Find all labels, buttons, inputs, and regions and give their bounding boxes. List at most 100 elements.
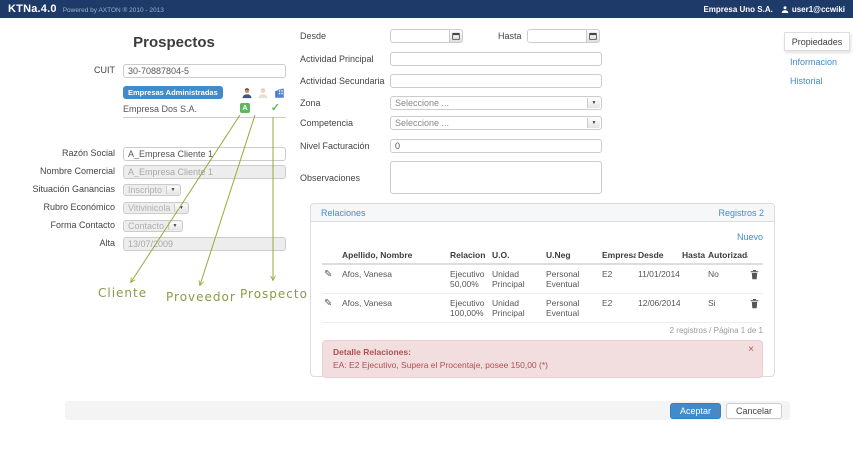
col-relacion: Relacion (448, 247, 490, 265)
top-bar: KTNa.4.0 Powered by AXTON ® 2010 - 2013 … (0, 0, 853, 18)
app-brand: KTNa.4.0 (8, 3, 57, 15)
alert-message: EA: E2 Ejecutivo, Supera el Procentaje, … (333, 359, 548, 370)
col-delete (748, 247, 763, 265)
cliente-person-icon[interactable] (241, 87, 253, 99)
empresas-administradas-block: Empresas Administradas Empresa Dos S.A. … (123, 86, 286, 118)
desde-hasta-row: Desde Hasta (300, 29, 602, 43)
detalle-relaciones-alert: Detalle Relaciones: EA: E2 Ejecutivo, Su… (322, 340, 763, 378)
cancelar-button[interactable]: Cancelar (725, 402, 782, 419)
user-menu[interactable]: user1@ccwiki (781, 5, 845, 14)
nombre-comercial-input (123, 165, 286, 179)
annotation-cliente: Cliente (98, 286, 148, 300)
chevron-down-icon: ▼ (166, 186, 180, 194)
observaciones-row: Observaciones (300, 161, 602, 194)
situacion-ganancias-label: Situación Ganancias (32, 184, 115, 194)
empresa-name: Empresa Dos S.A. (123, 104, 198, 114)
tab-historial[interactable]: Historial (790, 76, 823, 86)
edit-icon[interactable]: ✎ (324, 298, 333, 309)
prospecto-building-icon[interactable] (273, 87, 286, 99)
pagination-status: 2 registros / Página 1 de 1 (669, 326, 763, 335)
situacion-ganancias-row: Situación Ganancias Inscripto ▼ (8, 180, 286, 198)
page-title: Prospectos (133, 34, 215, 51)
chevron-down-icon: ▼ (587, 118, 600, 128)
zona-select[interactable]: Seleccione ... ▼ (390, 96, 602, 110)
relaciones-title-link[interactable]: Relaciones (321, 207, 366, 218)
delete-icon[interactable] (750, 269, 759, 283)
registros-count: Registros 2 (718, 207, 764, 218)
table-row: ✎ Afos, Vanesa Ejecutivo 50,00% Unidad Pr… (322, 264, 763, 294)
chevron-down-icon: ▼ (168, 222, 182, 230)
cell-empresa: E2 (600, 293, 636, 323)
calendar-icon (452, 32, 460, 40)
cell-uneg: Personal Eventual (544, 264, 600, 294)
observaciones-textarea[interactable] (390, 161, 602, 194)
table-header-row: Apellido, Nombre Relacion U.O. U.Neg Emp… (322, 247, 763, 265)
relaciones-panel-header: Relaciones Registros 2 (311, 204, 774, 222)
cell-autorizada: No (706, 264, 748, 294)
competencia-label: Competencia (300, 118, 354, 128)
desde-input[interactable] (390, 29, 450, 43)
empresas-administradas-badge: Empresas Administradas (123, 86, 223, 99)
rubro-economico-row: Rubro Económico Vitivinicola ▼ (8, 198, 286, 216)
tab-propiedades[interactable]: Propiedades (784, 32, 850, 51)
situacion-ganancias-select: Inscripto ▼ (123, 184, 182, 196)
chevron-down-icon: ▼ (587, 98, 600, 108)
nivel-facturacion-row: Nivel Facturación (300, 139, 602, 153)
cuit-row: CUIT (8, 61, 286, 79)
col-empresa: Empresa (600, 247, 636, 265)
forma-contacto-label: Forma Contacto (50, 220, 115, 230)
nuevo-link[interactable]: Nuevo (736, 232, 763, 242)
empresa-administrada-row[interactable]: Empresa Dos S.A. A ✓ (123, 101, 286, 118)
table-row: ✎ Afos, Vanesa Ejecutivo 100,00% Unidad P… (322, 293, 763, 323)
user-icon (781, 5, 789, 13)
powered-by: Powered by AXTON ® 2010 - 2013 (62, 7, 164, 14)
nivel-facturacion-input[interactable] (390, 139, 602, 153)
delete-icon[interactable] (750, 298, 759, 312)
cell-uo: Unidad Principal (490, 264, 544, 294)
col-uo: U.O. (490, 247, 544, 265)
actividad-secundaria-input[interactable] (390, 74, 602, 88)
observaciones-label: Observaciones (300, 172, 361, 183)
razon-social-input[interactable] (123, 147, 286, 161)
cell-uneg: Personal Eventual (544, 293, 600, 323)
calendar-icon (589, 32, 597, 40)
nivel-facturacion-label: Nivel Facturación (300, 141, 370, 151)
cell-hasta (680, 293, 706, 323)
relaciones-table: Apellido, Nombre Relacion U.O. U.Neg Emp… (322, 247, 763, 323)
cell-uo: Unidad Principal (490, 293, 544, 323)
edit-icon[interactable]: ✎ (324, 269, 333, 280)
hasta-calendar-button[interactable] (587, 29, 600, 43)
zona-value: Seleccione ... (395, 98, 450, 108)
cuit-label: CUIT (94, 65, 115, 75)
forma-contacto-row: Forma Contacto Contacto ▼ (8, 216, 286, 234)
competencia-value: Seleccione ... (395, 118, 450, 128)
relation-type-icons (241, 87, 286, 99)
col-uneg: U.Neg (544, 247, 600, 265)
actividad-secundaria-label: Actividad Secundaria (300, 76, 385, 86)
relaciones-panel-body: Nuevo Apellido, Nombre Relacion U.O. U.N… (311, 222, 774, 378)
username: user1@ccwiki (791, 4, 845, 14)
col-edit (322, 247, 340, 265)
razon-social-row: Razón Social (8, 144, 286, 162)
actividad-principal-input[interactable] (390, 52, 602, 66)
cell-hasta (680, 264, 706, 294)
desde-calendar-button[interactable] (450, 29, 463, 43)
competencia-select[interactable]: Seleccione ... ▼ (390, 116, 602, 130)
zona-label: Zona (300, 98, 321, 108)
close-icon[interactable]: × (748, 344, 754, 355)
alta-row: Alta (8, 234, 286, 252)
proveedor-person-icon[interactable] (257, 87, 269, 99)
rubro-economico-label: Rubro Económico (43, 202, 115, 212)
forma-contacto-select: Contacto ▼ (123, 220, 184, 232)
col-autorizada: Autorizada (706, 247, 748, 265)
cell-relacion: Ejecutivo 100,00% (448, 293, 490, 323)
aceptar-button[interactable]: Aceptar (669, 402, 721, 419)
hasta-label: Hasta (498, 31, 522, 41)
tab-informacion[interactable]: Informacion (790, 57, 838, 67)
cell-nombre: Afos, Vanesa (340, 264, 448, 294)
col-desde: Desde (636, 247, 680, 265)
hasta-input[interactable] (527, 29, 587, 43)
cuit-input[interactable] (123, 64, 286, 78)
rubro-economico-select: Vitivinicola ▼ (123, 202, 190, 214)
cell-relacion: Ejecutivo 50,00% (448, 264, 490, 294)
